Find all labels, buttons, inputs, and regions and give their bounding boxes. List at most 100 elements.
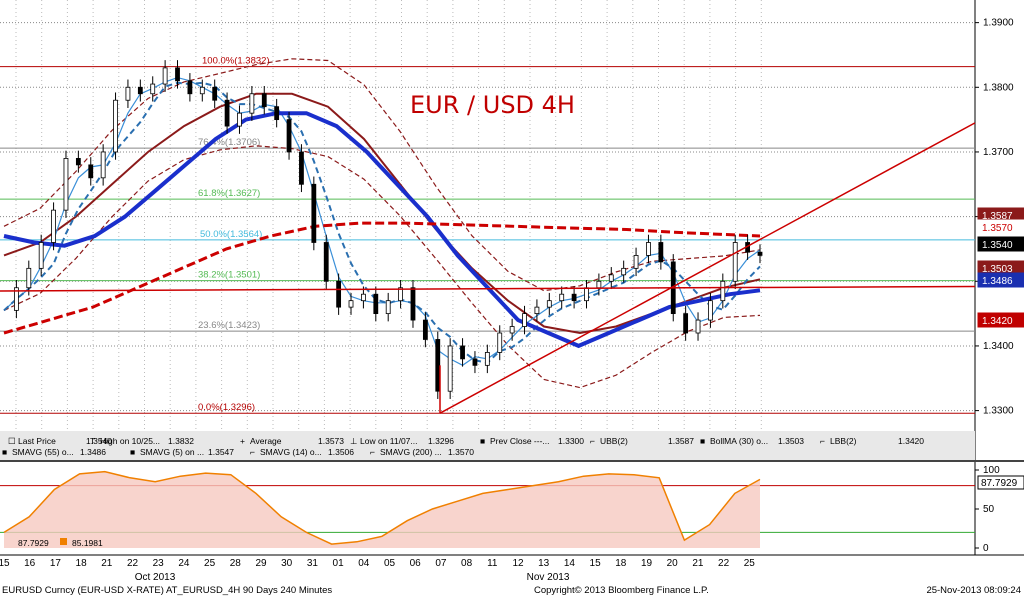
x-axis-labels: 15 16 17 18 21 22 23 24 25 28 29 30 31 01 04 05 06 07 08 11… — [0, 558, 755, 583]
x-tick-label: 13 — [538, 558, 550, 569]
candle-body — [113, 99, 118, 153]
legend-item-value: 1.3300 — [558, 436, 584, 446]
candle-body — [522, 313, 527, 327]
price-tag-label: 1.3587 — [982, 211, 1013, 222]
candle-body — [199, 86, 205, 95]
y-tick-label: 1.3800 — [983, 82, 1014, 93]
x-tick-label: 22 — [718, 558, 730, 569]
price-tag — [977, 219, 1024, 235]
candle-body — [13, 287, 19, 311]
legend-icon: T — [90, 436, 95, 446]
candle-body — [596, 280, 602, 289]
legend-bar — [0, 431, 975, 461]
candle-body — [695, 319, 701, 334]
candle-body — [311, 183, 317, 243]
candle-body — [534, 306, 540, 315]
x-tick-label: 18 — [615, 558, 627, 569]
candle-body — [175, 67, 180, 82]
legend-item-value: 1.3573 — [318, 436, 344, 446]
x-tick-label: 31 — [307, 558, 319, 569]
legend-item-value: 1.3420 — [898, 436, 924, 446]
x-tick-label: 16 — [24, 558, 36, 569]
candle-body — [683, 313, 689, 334]
stoch-tag-label: 87.7929 — [981, 478, 1018, 489]
x-tick-label: 20 — [667, 558, 679, 569]
x-tick-label: 30 — [281, 558, 293, 569]
fib-levels: 100.0%(1.3832) 76.4%(1.3706) 61.8%(1.3627)… — [0, 56, 975, 414]
legend-icon: + — [240, 436, 245, 446]
candle-body — [435, 339, 441, 392]
legend-icon: ⌐ — [820, 436, 825, 446]
candle-body — [162, 67, 168, 85]
legend-item-label: UBB(2) — [600, 436, 628, 446]
candle-body — [224, 99, 230, 127]
candle-body — [187, 80, 193, 95]
x-tick-label: 12 — [512, 558, 524, 569]
fib-label: 76.4%(1.3706) — [198, 137, 260, 148]
sma14-line — [3, 81, 761, 364]
candle-body — [509, 326, 515, 334]
candle-body — [150, 83, 156, 95]
candle-body — [274, 106, 280, 121]
legend-item-label: High on 10/25... — [100, 436, 160, 446]
candle-body — [608, 274, 614, 282]
candle-body — [708, 300, 713, 321]
legend-icon: ■ — [480, 436, 485, 446]
candle-body — [237, 112, 242, 127]
x-tick-label: 23 — [153, 558, 165, 569]
legend-item-value: 1.3540 — [86, 436, 112, 446]
trendlines — [0, 122, 976, 414]
candle-body — [63, 158, 69, 211]
legend-item-value: 1.3570 — [448, 447, 474, 457]
x-tick-label: 07 — [435, 558, 447, 569]
fib-label: 50.0%(1.3564) — [200, 229, 262, 240]
candle-body — [460, 345, 465, 360]
candle-body — [125, 86, 131, 101]
price-tag-label: 1.3540 — [982, 240, 1013, 251]
x-tick-label: 11 — [487, 558, 498, 569]
x-tick-label: 24 — [178, 558, 190, 569]
candle-body — [88, 164, 94, 179]
candle-body — [497, 332, 503, 353]
legend-icon: ■ — [130, 447, 135, 457]
stoch-area — [4, 471, 760, 548]
x-tick-label: 21 — [692, 558, 704, 569]
x-tick-label: 17 — [50, 558, 62, 569]
candle-body — [658, 242, 664, 263]
candle-body — [26, 267, 32, 289]
stoch-legend-d: 85.1981 — [72, 538, 103, 548]
candle-body — [559, 293, 565, 302]
legend-item-value: 1.3587 — [668, 436, 694, 446]
candle-body — [546, 300, 552, 308]
candle-body — [299, 151, 304, 185]
legend-item-label: SMAVG (14) o... — [260, 447, 322, 457]
x-tick-label: 08 — [461, 558, 473, 569]
x-tick-label: 25 — [204, 558, 216, 569]
x-tick-label: 14 — [564, 558, 576, 569]
legend-item-label: SMAVG (5) on ... — [140, 447, 204, 457]
horizontal-support-line — [0, 285, 976, 292]
candle-body — [336, 280, 342, 308]
candle-body — [212, 86, 218, 101]
legend-item-label: Low on 11/07... — [360, 436, 418, 446]
legend-item-label: SMAVG (200) ... — [380, 447, 442, 457]
legend-item-label: Last Price — [18, 436, 56, 446]
x-tick-label: 22 — [127, 558, 139, 569]
legend-icon: ⌐ — [590, 436, 595, 446]
candle-body — [633, 255, 639, 269]
price-tag-label: 1.3486 — [982, 276, 1013, 287]
legend-item-label: LBB(2) — [830, 436, 857, 446]
price-tag — [977, 272, 1024, 288]
candle-body — [100, 151, 106, 179]
price-tag-label: 1.3503 — [982, 264, 1013, 275]
candle-body — [385, 300, 391, 315]
price-tag-label: 1.3570 — [982, 223, 1013, 234]
candle-body — [75, 158, 81, 166]
stochastic-pane: 100 50 0 87.7929 87.7929 85.1981 — [0, 465, 1024, 554]
bollma-line — [3, 92, 761, 335]
x-tick-label: 06 — [410, 558, 422, 569]
y-tick-label: 1.3400 — [983, 341, 1014, 352]
candle-body — [137, 86, 143, 95]
